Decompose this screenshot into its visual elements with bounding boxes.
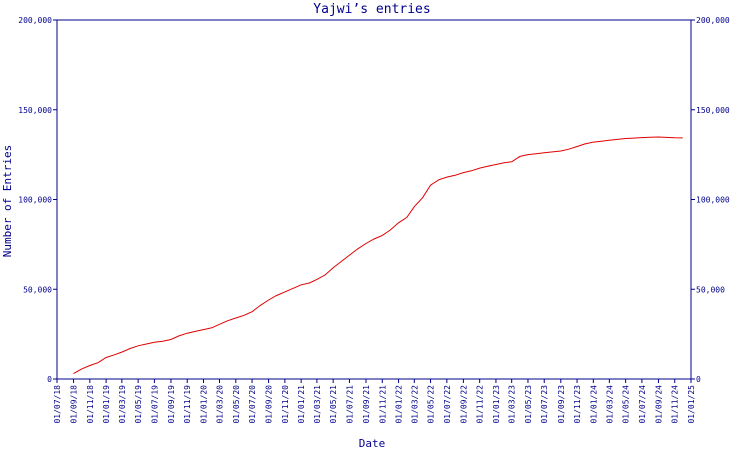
y-tick-label-right: 50,000 (696, 285, 725, 294)
x-tick-label: 01/01/22 (395, 385, 404, 424)
x-tick-label: 01/07/19 (150, 385, 159, 424)
chart-title: Yajwi’s entries (313, 2, 430, 17)
x-tick-label: 01/09/19 (167, 385, 176, 424)
x-tick-label: 01/01/20 (199, 385, 208, 424)
x-axis-label: Date (359, 437, 386, 450)
x-tick-label: 01/05/21 (329, 385, 338, 424)
plot-area-frame (56, 19, 692, 380)
x-tick-label: 01/07/18 (53, 385, 62, 424)
x-tick-label: 01/07/22 (443, 385, 452, 424)
x-tick-label: 01/11/18 (86, 385, 95, 424)
axis-ticks: 0 0 50,000 50,000 100,000 100,000 150,000 150,0… (18, 16, 730, 424)
x-tick-label: 01/03/19 (118, 385, 127, 424)
y-tick-label-left: 50,000 (23, 285, 52, 294)
x-tick-label: 01/11/23 (573, 385, 582, 424)
x-tick-label: 01/09/23 (557, 385, 566, 424)
x-tick-label: 01/03/23 (508, 385, 517, 424)
x-tick-label: 01/07/23 (540, 385, 549, 424)
x-tick-label: 01/03/22 (410, 385, 419, 424)
x-tick-label: 01/05/19 (134, 385, 143, 424)
x-tick-label: 01/09/22 (459, 385, 468, 424)
x-tick-label: 01/11/22 (476, 385, 485, 424)
y-tick-label-left: 150,000 (18, 106, 52, 115)
x-tick-label: 01/09/21 (362, 385, 371, 424)
x-tick-label: 01/09/18 (70, 385, 79, 424)
x-tick-label: 01/05/24 (622, 385, 631, 424)
x-tick-label: 01/01/25 (687, 385, 696, 424)
y-tick-label-right: 100,000 (696, 196, 730, 205)
x-tick-label: 01/01/23 (492, 385, 501, 424)
y-tick-label-right: 0 (696, 375, 701, 384)
series-line-entries (73, 136, 683, 375)
x-tick-label: 01/11/21 (378, 385, 387, 424)
x-tick-label: 01/11/24 (671, 385, 680, 424)
y-tick-label-left: 0 (47, 375, 52, 384)
x-tick-label: 01/11/20 (281, 385, 290, 424)
x-tick-label: 01/03/21 (313, 385, 322, 424)
x-tick-label: 01/07/21 (345, 385, 354, 424)
x-tick-label: 01/05/23 (524, 385, 533, 424)
x-tick-label: 01/01/19 (102, 385, 111, 424)
y-tick-label-left: 200,000 (18, 16, 52, 25)
x-tick-label: 01/01/21 (297, 385, 306, 424)
y-tick-label-right: 150,000 (696, 106, 730, 115)
x-tick-label: 01/01/24 (589, 385, 598, 424)
y-tick-label-right: 200,000 (696, 16, 730, 25)
x-tick-label: 01/05/22 (427, 385, 436, 424)
x-tick-label: 01/07/24 (638, 385, 647, 424)
x-tick-label: 01/03/20 (216, 385, 225, 424)
y-tick-label-left: 100,000 (18, 196, 52, 205)
x-tick-label: 01/07/20 (248, 385, 257, 424)
x-tick-label: 01/05/20 (232, 385, 241, 424)
x-tick-label: 01/11/19 (183, 385, 192, 424)
x-tick-label: 01/03/24 (605, 385, 614, 424)
y-axis-label: Number of Entries (1, 145, 14, 258)
x-tick-label: 01/09/24 (654, 385, 663, 424)
x-tick-label: 01/09/20 (265, 385, 274, 424)
